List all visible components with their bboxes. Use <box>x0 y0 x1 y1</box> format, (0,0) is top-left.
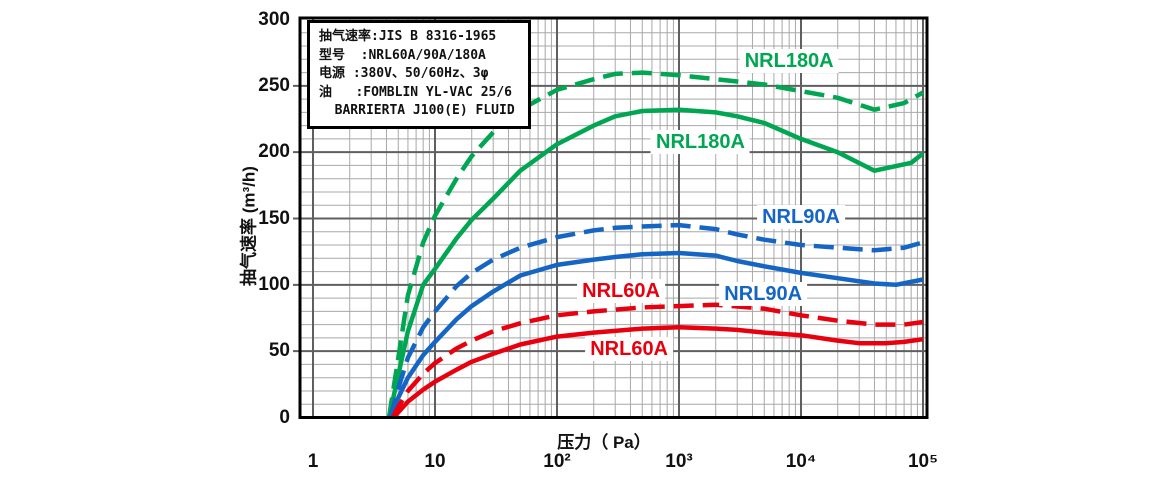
x-tick-label-10000: 10⁴ <box>785 451 817 472</box>
curve-nrl180a-dashed <box>386 70 925 418</box>
x-tick-label-1000: 10³ <box>665 451 693 472</box>
y-tick-label-300: 300 <box>258 8 290 30</box>
y-tick-label-150: 150 <box>258 207 290 229</box>
spec-line-5: BARRIERTA J100(E) FLUID <box>319 103 515 118</box>
spec-info-box: 抽气速率:JIS B 8316-1965 型号 :NRL60A/90A/180A 电… <box>307 20 531 129</box>
plot-frame <box>298 16 929 419</box>
y-tick-label-50: 50 <box>268 340 290 362</box>
y-tick-label-0: 0 <box>279 406 290 428</box>
x-tick-label-100000: 10⁵ <box>907 451 939 472</box>
curve-nrl180a-solid <box>386 107 925 418</box>
x-tick-label-1: 1 <box>307 451 319 472</box>
curve-label-nrl90a-4: NRL90A <box>719 282 808 307</box>
x-tick-label-100: 10² <box>543 451 571 472</box>
y-tick-label-200: 200 <box>258 141 290 163</box>
curve-label-nrl60a-6: NRL60A <box>585 336 674 361</box>
series-group <box>386 70 925 418</box>
spec-line-3: 电源 :380V、50/60Hz、3φ <box>319 66 489 81</box>
curve-label-nrl60a-5: NRL60A <box>577 279 665 304</box>
curve-nrl90a-solid <box>388 250 924 418</box>
curve-nrl60a-solid <box>392 325 924 418</box>
spec-line-4: 油 :FOMBLIN YL-VAC 25/6 <box>319 84 513 100</box>
curve-label-nrl90a-3: NRL90A <box>757 205 845 230</box>
x-axis-title: 压力（ Pa） <box>557 433 651 452</box>
y-tick-label-250: 250 <box>258 74 290 96</box>
spec-line-2: 型号 :NRL60A/90A/180A <box>319 47 486 63</box>
curve-nrl90a-dashed <box>388 222 924 418</box>
spec-line-1: 抽气速率:JIS B 8316-1965 <box>319 29 497 44</box>
curve-nrl60a-dashed <box>390 302 924 418</box>
y-tick-label-100: 100 <box>258 273 290 295</box>
x-tick-label-10: 10 <box>424 451 446 472</box>
curve-label-nrl180a-1: NRL180A <box>739 48 839 73</box>
curve-label-nrl180a-2: NRL180A <box>651 129 750 154</box>
